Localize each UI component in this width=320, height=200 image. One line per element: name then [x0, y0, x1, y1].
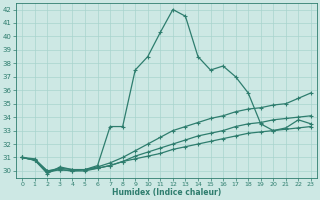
X-axis label: Humidex (Indice chaleur): Humidex (Indice chaleur): [112, 188, 221, 197]
